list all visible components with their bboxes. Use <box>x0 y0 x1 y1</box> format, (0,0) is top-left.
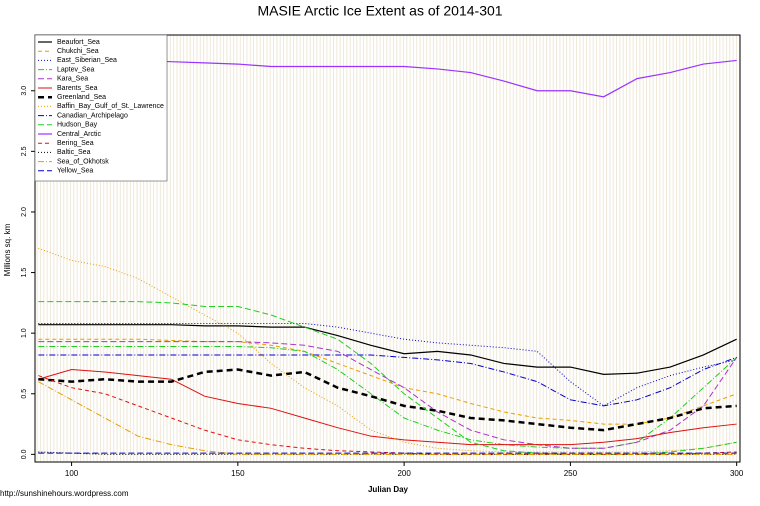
x-tick-label: 200 <box>397 469 411 478</box>
legend-label: Baltic_Sea <box>57 149 91 156</box>
series-line <box>38 369 737 446</box>
series-line <box>38 381 737 455</box>
series-line <box>38 368 737 432</box>
legend-label: Chukchi_Sea <box>57 48 99 55</box>
legend-label: Central_Arctic <box>57 131 101 138</box>
source-note: http://sunshinehours.wordpress.com <box>0 489 129 498</box>
legend-label: Beaufort_Sea <box>57 39 100 46</box>
series-line <box>38 354 737 407</box>
legend-label: Laptev_Sea <box>57 66 94 73</box>
legend-label: Baffin_Bay_Gulf_of_St._Lawrence <box>57 103 164 110</box>
legend-label: Kara_Sea <box>57 76 88 83</box>
series-line <box>38 375 737 455</box>
y-tick-label: 0.5 <box>21 389 28 399</box>
y-tick-label: 1.0 <box>21 328 28 338</box>
y-tick-label: 3.0 <box>21 86 28 96</box>
y-tick-label: 2.5 <box>21 146 28 156</box>
x-tick-label: 250 <box>564 469 578 478</box>
legend-label: Yellow_Sea <box>57 168 93 175</box>
legend-label: East_Siberian_Sea <box>57 57 117 64</box>
x-tick-label: 150 <box>231 469 245 478</box>
series-line <box>38 341 738 449</box>
legend-label: Canadian_Archipelago <box>57 112 128 119</box>
legend-box <box>34 34 168 182</box>
legend-label: Hudson_Bay <box>57 122 98 129</box>
x-tick-label: 300 <box>730 469 744 478</box>
chart-title: MASIE Arctic Ice Extent as of 2014-301 <box>257 3 502 19</box>
series-line <box>38 324 737 375</box>
x-tick-label: 100 <box>65 469 79 478</box>
series-line <box>38 247 737 453</box>
y-axis-label: Millions sq. km <box>3 223 12 276</box>
legend-label: Sea_of_Okhotsk <box>57 158 109 165</box>
legend-label: Barents_Sea <box>57 85 98 92</box>
legend-label: Greenland_Sea <box>57 94 106 101</box>
y-tick-label: 1.5 <box>21 268 28 278</box>
x-axis-label: Julian Day <box>368 485 409 494</box>
y-tick-label: 0.0 <box>21 449 28 459</box>
legend-label: Bering_Sea <box>57 140 94 147</box>
y-tick-label: 2.0 <box>21 207 28 217</box>
